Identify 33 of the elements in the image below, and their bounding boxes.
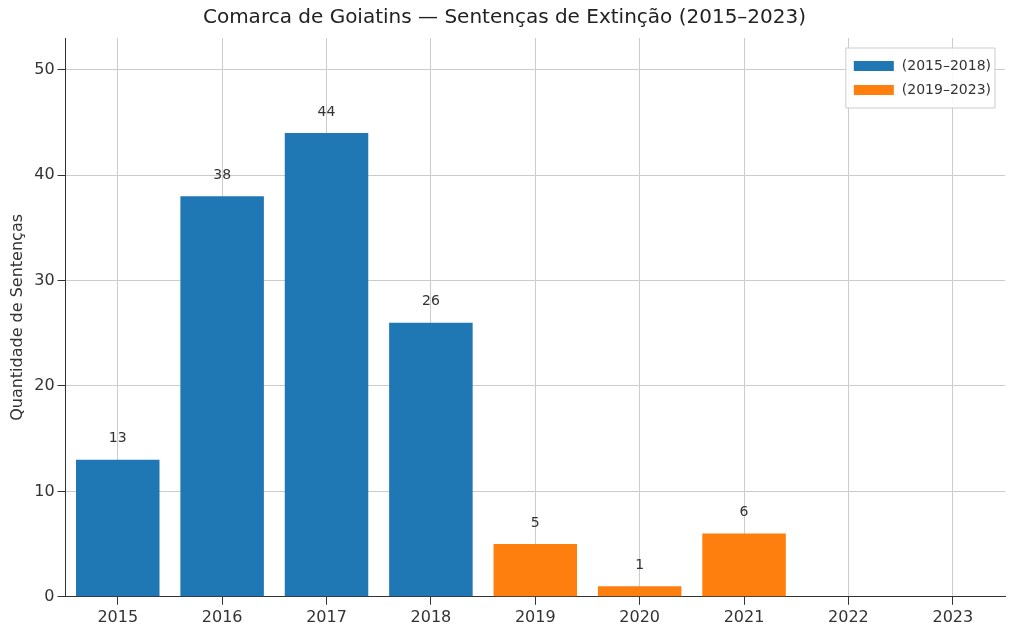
- data-label: 6: [739, 503, 749, 520]
- x-tick-label: 2016: [201, 606, 243, 626]
- bar: [180, 196, 264, 597]
- y-tick-label: 30: [34, 269, 55, 289]
- x-tick-label: 2022: [828, 606, 869, 626]
- y-axis-title: Quantidade de Sentenças: [6, 213, 26, 421]
- x-tick-label: 2015: [97, 606, 139, 626]
- bar: [702, 533, 786, 597]
- x-tick-label: 2018: [410, 606, 452, 626]
- data-label: 1: [635, 555, 645, 572]
- x-tick-label: 2020: [619, 606, 661, 626]
- data-label: 5: [530, 513, 540, 530]
- chart-title: Comarca de Goiatins — Sentenças de Extinção (2015–2023): [202, 4, 807, 29]
- y-tick-label: 40: [34, 164, 55, 184]
- data-label: 38: [213, 165, 232, 182]
- data-label: 44: [317, 102, 336, 119]
- x-tick-label: 2023: [932, 606, 974, 626]
- y-tick-label: 10: [34, 480, 55, 500]
- y-tick-label: 20: [34, 375, 55, 395]
- x-tick-label: 2021: [723, 606, 765, 626]
- bar: [597, 586, 682, 597]
- y-tick-label: 50: [34, 58, 55, 78]
- legend-label: (2015–2018): [901, 56, 992, 73]
- y-tick-label: 0: [44, 585, 55, 605]
- legend-label: (2019–2023): [901, 80, 992, 97]
- bar: [493, 544, 578, 597]
- bar: [284, 132, 369, 597]
- data-label: 26: [421, 292, 440, 309]
- x-tick-label: 2017: [306, 606, 347, 626]
- bar: [389, 322, 473, 597]
- data-label: 13: [108, 429, 127, 446]
- bar: [76, 459, 160, 597]
- x-tick-label: 2019: [514, 606, 556, 626]
